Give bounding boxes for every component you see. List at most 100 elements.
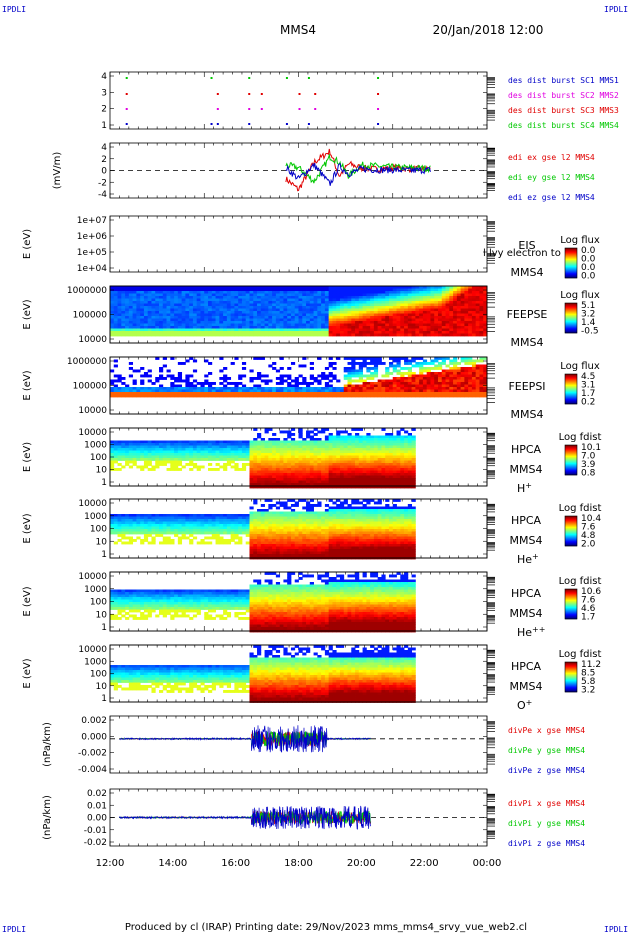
spectrogram-cell	[260, 333, 265, 337]
spectrogram-cell	[208, 450, 213, 454]
spectrogram-cell	[351, 286, 356, 289]
spectrogram-cell	[468, 321, 473, 324]
spectrogram-cell	[283, 318, 288, 322]
spectrogram-cell	[400, 298, 405, 302]
spectrogram-cell	[343, 384, 348, 388]
spectrogram-cell	[377, 465, 382, 469]
spectrogram-cell	[339, 316, 345, 319]
spectrogram-cell	[226, 288, 232, 292]
spectrogram-cell	[437, 328, 443, 332]
spectrogram-cell	[358, 288, 363, 292]
spectrogram-cell	[162, 303, 167, 307]
spectrogram-cell	[400, 323, 405, 327]
spectrogram-cell	[449, 382, 454, 385]
spectrogram-cell	[411, 286, 416, 289]
spectrogram-cell	[445, 291, 450, 294]
spectrogram-cell	[479, 357, 484, 360]
spectrogram-cell	[279, 389, 284, 393]
spectrogram-cell	[317, 453, 322, 456]
spectrogram-cell	[328, 438, 333, 441]
spectrogram-cell	[121, 328, 126, 332]
spectrogram-cell	[445, 316, 450, 319]
spectrogram-cell	[453, 367, 458, 370]
spectrogram-cell	[388, 475, 394, 479]
spectrogram-cell	[441, 318, 446, 322]
spectrogram-cell	[234, 296, 239, 299]
spectrogram-cell	[434, 331, 439, 334]
spectrogram-cell	[373, 303, 379, 307]
spectrogram-cell	[343, 296, 348, 299]
spectrogram-cell	[121, 288, 126, 292]
spectrogram-cell	[339, 448, 345, 451]
spectrogram-cell	[290, 323, 296, 327]
spectrogram-cell	[162, 328, 167, 332]
spectrogram-cell	[479, 306, 484, 309]
spectrogram-cell	[189, 387, 194, 390]
spectrogram-cell	[388, 460, 394, 464]
spectrogram-cell	[358, 369, 363, 373]
spectrogram-cell	[355, 369, 360, 373]
spectrogram-cell	[309, 480, 314, 484]
spectrogram-cell	[411, 301, 416, 304]
burst-marker	[307, 77, 310, 79]
spectrogram-cell	[200, 321, 205, 324]
spectrogram-cell	[294, 387, 299, 390]
spectrogram-cell	[385, 379, 390, 383]
spectrogram-cell	[475, 328, 480, 332]
spectrogram-cell	[309, 326, 314, 329]
spectrogram-cell	[121, 448, 126, 451]
spectrogram-cell	[192, 443, 198, 446]
spectrogram-cell	[392, 460, 397, 464]
spectrogram-cell	[385, 323, 390, 327]
spectrogram-cell	[415, 382, 420, 385]
spectrogram-cell	[366, 321, 371, 324]
spectrogram-cell	[110, 392, 115, 395]
spectrogram-cell	[366, 316, 371, 319]
spectrogram-cell	[370, 440, 375, 444]
spectrogram-cell	[422, 288, 428, 292]
spectrogram-cell	[370, 470, 375, 474]
spectrogram-cell	[411, 389, 416, 393]
spectrogram-cell	[170, 288, 175, 292]
spectrogram-cell	[434, 286, 439, 289]
spectrogram-cell	[358, 445, 363, 449]
spectrogram-cell	[302, 333, 307, 337]
spectrogram-cell	[147, 303, 152, 307]
spectrogram-cell	[339, 306, 345, 309]
spectrogram-cell	[185, 443, 190, 446]
colorbar-tick-label: 1.4	[581, 318, 596, 328]
spectrogram-cell	[241, 311, 247, 314]
spectrogram-cell	[283, 448, 288, 451]
spectrogram-cell	[272, 440, 277, 444]
spectrogram-cell	[117, 445, 122, 449]
spectrogram-cell	[355, 372, 360, 375]
spectrogram-cell	[257, 372, 262, 375]
spectrogram-cell	[192, 308, 198, 312]
spectrogram-cell	[268, 293, 273, 297]
spectrogram-cell	[241, 387, 247, 390]
spectrogram-cell	[400, 384, 405, 388]
spectrogram-cell	[249, 296, 254, 299]
spectrogram-cell	[253, 458, 258, 461]
spectrogram-cell	[170, 392, 175, 395]
spectrogram-cell	[377, 387, 382, 390]
spectrogram-cell	[396, 298, 401, 302]
spectrogram-cell	[460, 331, 465, 334]
spectrogram-cell	[370, 384, 375, 388]
spectrogram-cell	[185, 301, 190, 304]
spectrogram-cell	[407, 296, 412, 299]
spectrogram-cell	[381, 328, 386, 332]
spectrogram-cell	[388, 321, 394, 324]
spectrogram-cell	[309, 453, 314, 456]
spectrogram-cell	[283, 478, 288, 481]
spectrogram-cell	[294, 306, 299, 309]
spectrogram-cell	[430, 286, 435, 289]
colorbar-segment	[565, 402, 577, 404]
spectrogram-cell	[283, 460, 288, 464]
spectrogram-cell	[373, 392, 379, 395]
spectrogram-cell	[249, 369, 254, 373]
spectrogram-cell	[328, 321, 333, 324]
spectrogram-cell	[351, 326, 356, 329]
spectrogram-cell	[181, 326, 186, 329]
spectrogram-cell	[121, 377, 126, 380]
